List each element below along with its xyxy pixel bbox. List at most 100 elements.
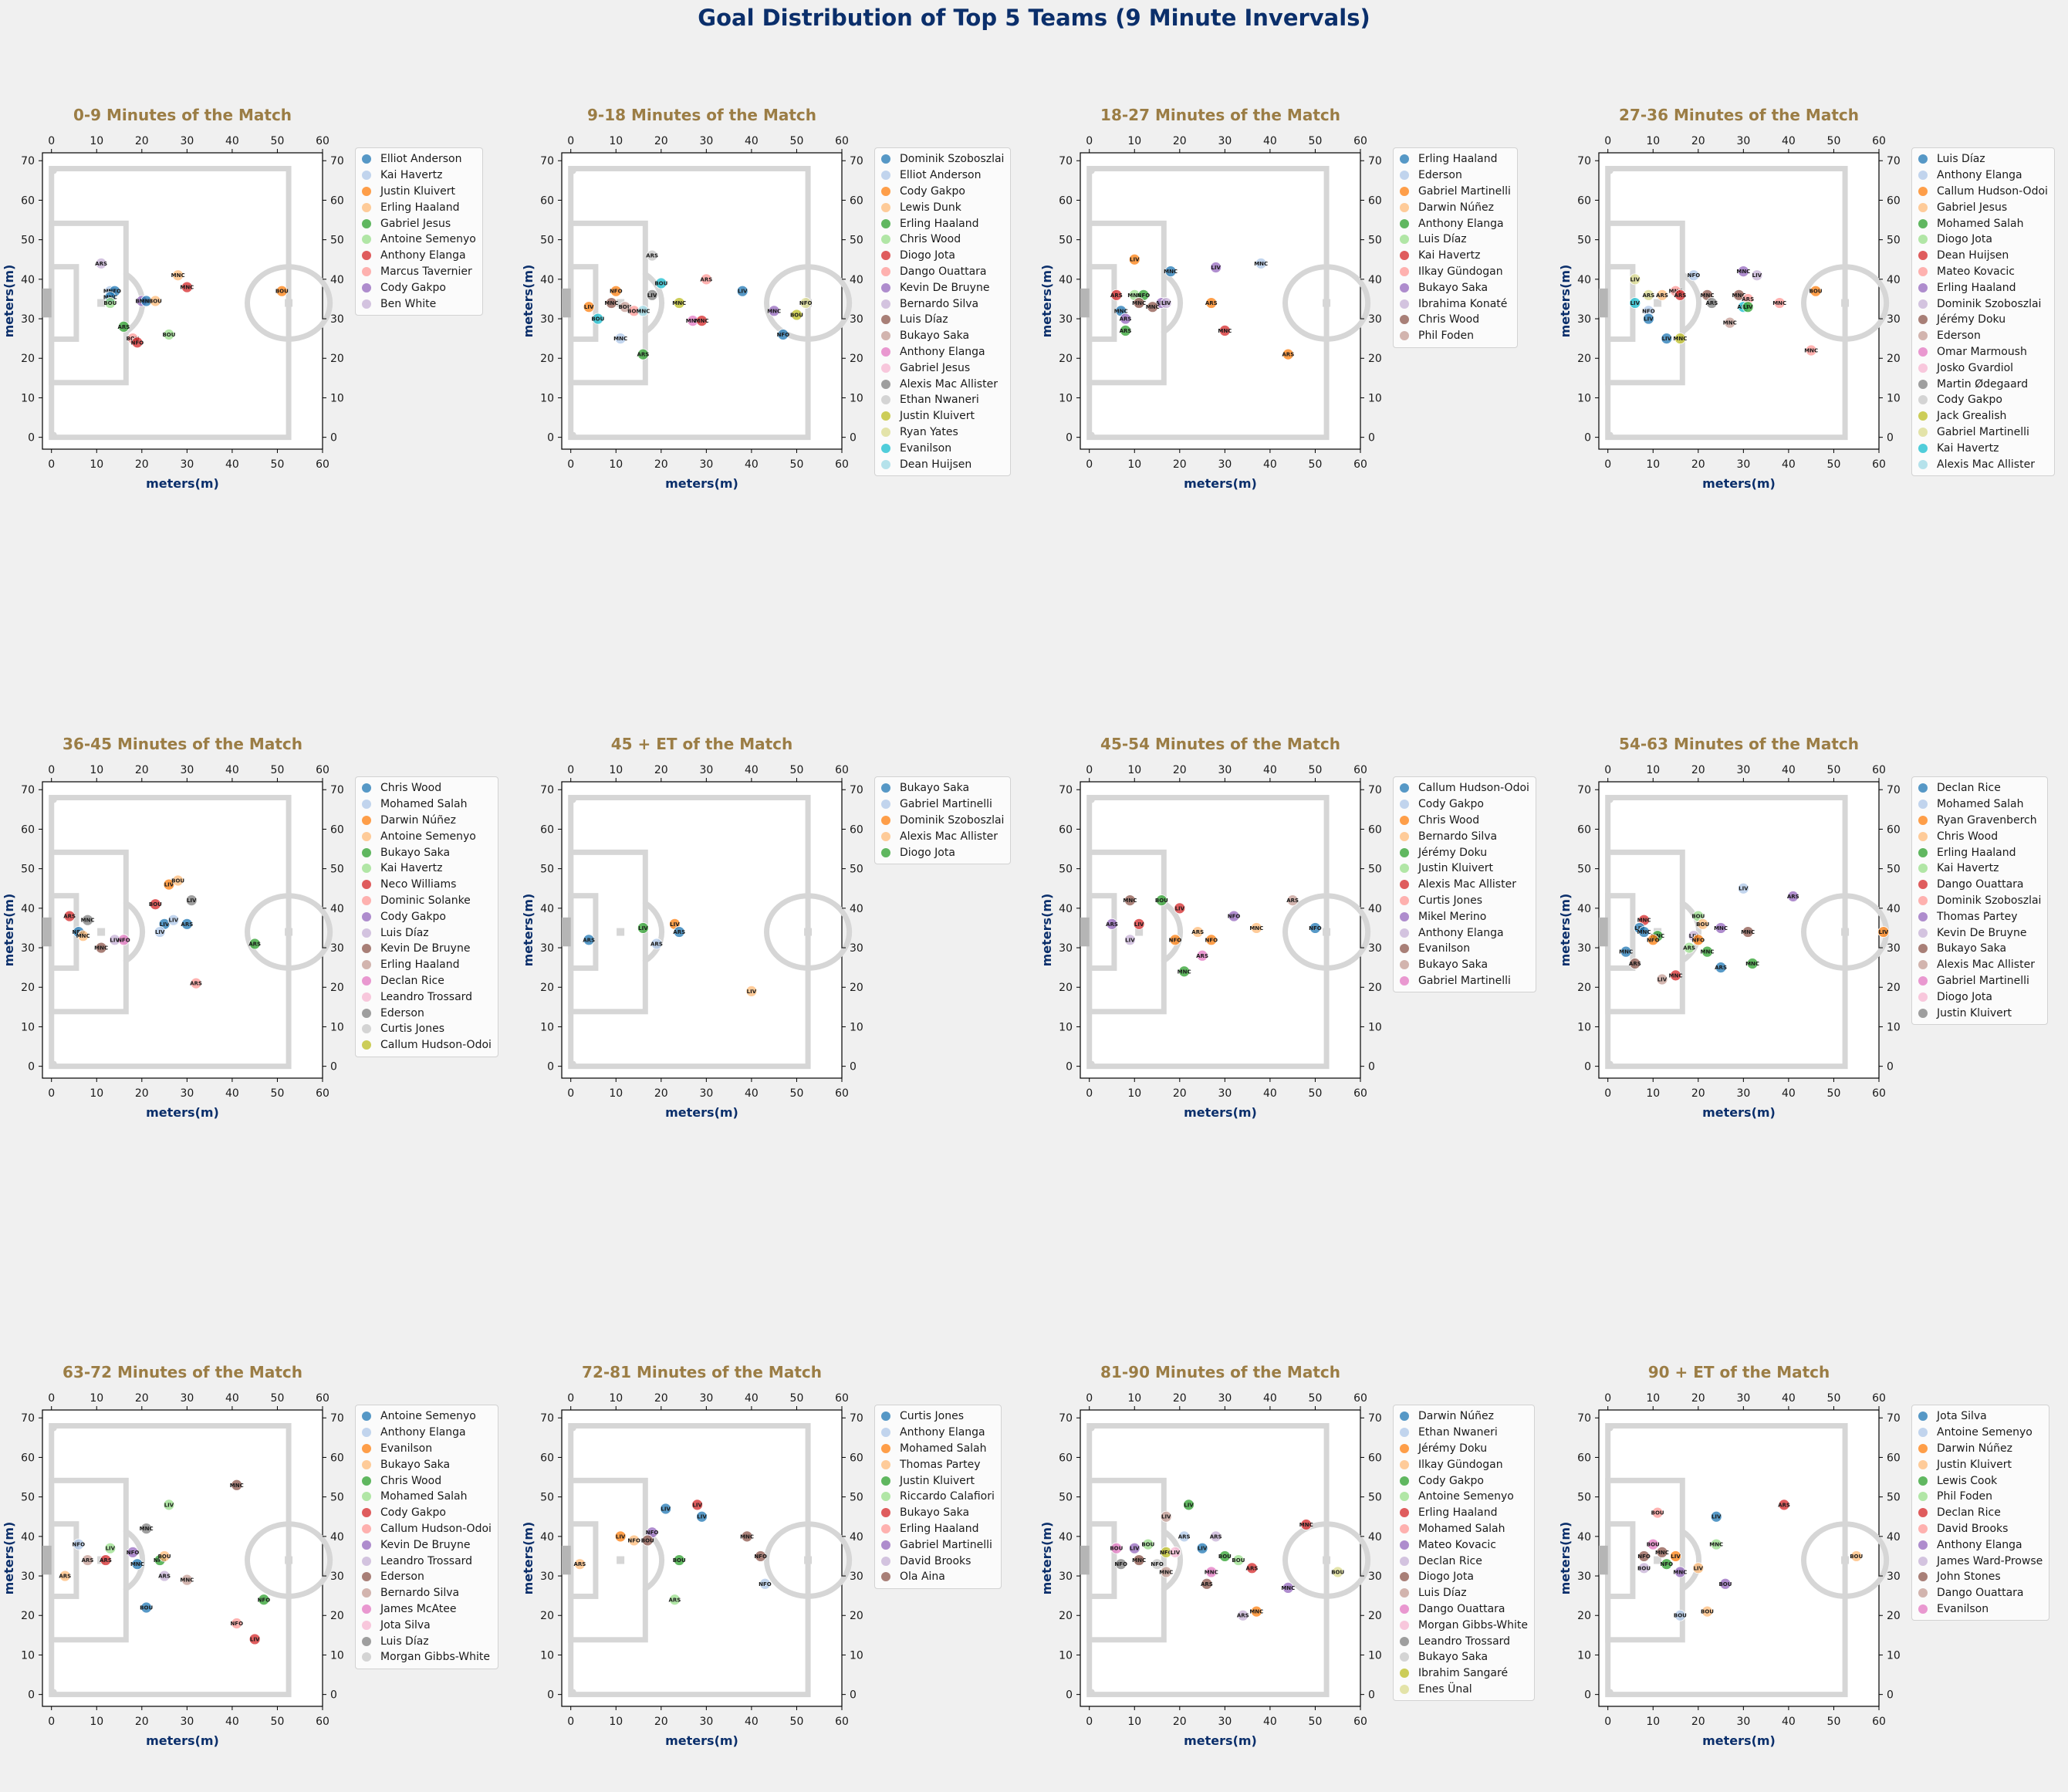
- goal-point: [1710, 1510, 1722, 1523]
- legend-label: Gabriel Martinelli: [1937, 974, 2029, 987]
- legend-item: Dominik Szoboszlai: [881, 813, 1004, 829]
- legend-marker: [881, 331, 890, 341]
- goal-point: [1115, 1558, 1127, 1571]
- legend-label: Bukayo Saka: [900, 782, 970, 795]
- y-right-tick-label: 0: [330, 432, 337, 445]
- legend-marker: [1918, 1523, 1928, 1533]
- team-label: MNC: [1701, 292, 1715, 299]
- legend-item: Dango Ouattara: [881, 264, 1004, 280]
- y-right-tick-label: 10: [850, 1021, 863, 1033]
- legend-label: Callum Hudson-Odoi: [1418, 782, 1529, 795]
- y-right-tick-label: 50: [330, 864, 344, 876]
- penalty-arc: [1161, 900, 1184, 964]
- goal-point: [1282, 1581, 1294, 1594]
- team-label: MNC: [1127, 292, 1141, 299]
- team-label: NFO: [1688, 272, 1701, 279]
- legend-label: Mateo Kovacic: [1937, 265, 2015, 278]
- goal-point: [1133, 918, 1145, 930]
- legend-label: Justin Kluivert: [1418, 862, 1493, 875]
- team-label: BOU: [275, 289, 289, 295]
- team-label: NFO: [610, 289, 623, 295]
- legend-label: Bukayo Saka: [1937, 942, 2007, 955]
- y-right-tick-label: 70: [1887, 784, 1901, 796]
- legend-item: Diogo Jota: [1400, 1569, 1528, 1585]
- goal: [1599, 1545, 1608, 1575]
- x-tick-label: 0: [48, 458, 55, 471]
- team-label: ARS: [1201, 1581, 1213, 1587]
- x-top-tick-label: 60: [1872, 764, 1886, 776]
- legend-label: Elliot Anderson: [380, 153, 462, 166]
- y-tick-label: 0: [1066, 1689, 1073, 1702]
- y-tick-label: 0: [1066, 1061, 1073, 1074]
- y-right-tick-label: 60: [1887, 194, 1901, 207]
- center-spot: [804, 928, 813, 936]
- legend-item: Diogo Jota: [881, 844, 1004, 860]
- legend-item: Justin Kluivert: [362, 184, 476, 200]
- x-tick-label: 20: [1173, 1087, 1187, 1100]
- team-label: NFO: [154, 1557, 167, 1564]
- x-tick-label: 40: [745, 1087, 759, 1100]
- y-tick-label: 60: [21, 1452, 35, 1464]
- subplot-title: 36-45 Minutes of the Match: [63, 735, 302, 753]
- x-tick-label: 60: [835, 458, 849, 471]
- x-top-tick-label: 60: [1872, 1392, 1886, 1405]
- y-right-tick-label: 0: [1368, 1689, 1375, 1702]
- team-label: BOU: [654, 280, 667, 286]
- y-tick-label: 50: [21, 1492, 35, 1504]
- goal: [42, 288, 52, 318]
- legend-marker: [881, 783, 890, 793]
- goal-point: [592, 313, 604, 325]
- team-label: ARS: [1205, 300, 1218, 306]
- x-tick-label: 10: [609, 1716, 623, 1728]
- y-tick-label: 50: [21, 864, 35, 876]
- y-right-tick-label: 70: [1368, 155, 1382, 167]
- legend-item: Jota Silva: [1918, 1408, 2043, 1425]
- y-right-tick-label: 50: [1887, 1492, 1901, 1504]
- legend-marker: [881, 800, 890, 810]
- x-top-tick-label: 20: [1173, 1392, 1187, 1405]
- y-right-tick-label: 0: [1368, 432, 1375, 445]
- legend-marker: [1918, 282, 1928, 292]
- subplot-11: 0 0 10 10 20 20 30 30 40 40 50 50 60 60 0 0 10 10 20 20 30 30…: [1039, 1363, 1382, 1748]
- team-label: MNC: [1651, 933, 1664, 939]
- legend-marker: [1918, 1508, 1928, 1518]
- x-tick-label: 30: [180, 1716, 194, 1728]
- team-label: ARS: [1120, 316, 1132, 323]
- legend-item: Callum Hudson-Odoi: [1918, 184, 2048, 200]
- legend-marker: [362, 235, 371, 245]
- team-label: NFO: [1647, 937, 1660, 943]
- legend-item: Ederson: [1918, 328, 2048, 344]
- y-right-tick-label: 20: [1887, 353, 1901, 365]
- team-label: LIV: [106, 1546, 116, 1552]
- goal-point: [777, 329, 789, 340]
- legend-label: Morgan Gibbs-White: [380, 1651, 490, 1664]
- subplot-9: 0 0 10 10 20 20 30 30 40 40 50 50 60 60 0 0 10 10 20 20 30 30…: [2, 1363, 344, 1748]
- legend-marker: [1400, 1620, 1409, 1630]
- legend-marker: [881, 315, 890, 325]
- legend-marker: [1918, 1604, 1928, 1614]
- y-right-tick-label: 30: [1887, 313, 1901, 326]
- y-tick-label: 60: [1577, 823, 1591, 836]
- team-label: BOU: [162, 332, 175, 338]
- legend-item: Jérémy Doku: [1400, 1441, 1528, 1457]
- goal-point: [1128, 253, 1140, 265]
- legend-item: Ethan Nwaneri: [1400, 1425, 1528, 1441]
- y-right-tick-label: 10: [1887, 1021, 1901, 1033]
- team-label: BOU: [1647, 1542, 1660, 1548]
- legend-marker: [1400, 1540, 1409, 1550]
- legend-item: Justin Kluivert: [1918, 1005, 2041, 1021]
- legend-item: Gabriel Martinelli: [1400, 973, 1529, 989]
- legend-item: Luis Díaz: [362, 1633, 492, 1649]
- y-right-tick-label: 10: [850, 392, 863, 404]
- legend-marker: [1918, 411, 1928, 421]
- legend-item: Bukayo Saka: [1400, 957, 1529, 973]
- team-label: MNC: [1772, 300, 1786, 306]
- x-tick-label: 20: [135, 458, 149, 471]
- y-tick-label: 20: [540, 1610, 554, 1622]
- y-right-tick-label: 30: [330, 1571, 344, 1583]
- x-top-tick-label: 60: [316, 1392, 329, 1405]
- penalty-spot: [1654, 299, 1662, 307]
- team-label: BOU: [1110, 1546, 1123, 1552]
